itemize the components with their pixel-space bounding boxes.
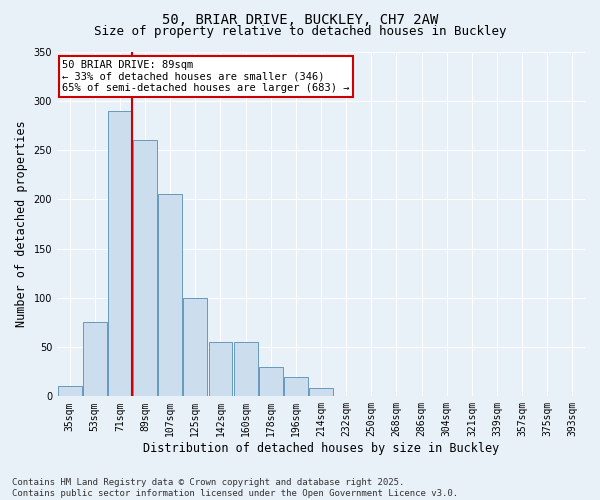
Bar — [108, 110, 132, 397]
Bar — [209, 342, 232, 396]
Text: 50, BRIAR DRIVE, BUCKLEY, CH7 2AW: 50, BRIAR DRIVE, BUCKLEY, CH7 2AW — [162, 12, 438, 26]
Bar — [58, 386, 82, 396]
Bar — [83, 322, 107, 396]
Y-axis label: Number of detached properties: Number of detached properties — [15, 120, 28, 327]
Bar — [133, 140, 157, 396]
Bar — [309, 388, 333, 396]
Bar — [158, 194, 182, 396]
X-axis label: Distribution of detached houses by size in Buckley: Distribution of detached houses by size … — [143, 442, 499, 455]
Bar — [284, 376, 308, 396]
Bar — [184, 298, 207, 396]
Bar — [233, 342, 257, 396]
Text: Size of property relative to detached houses in Buckley: Size of property relative to detached ho… — [94, 25, 506, 38]
Text: 50 BRIAR DRIVE: 89sqm
← 33% of detached houses are smaller (346)
65% of semi-det: 50 BRIAR DRIVE: 89sqm ← 33% of detached … — [62, 60, 350, 94]
Bar — [259, 367, 283, 396]
Text: Contains HM Land Registry data © Crown copyright and database right 2025.
Contai: Contains HM Land Registry data © Crown c… — [12, 478, 458, 498]
